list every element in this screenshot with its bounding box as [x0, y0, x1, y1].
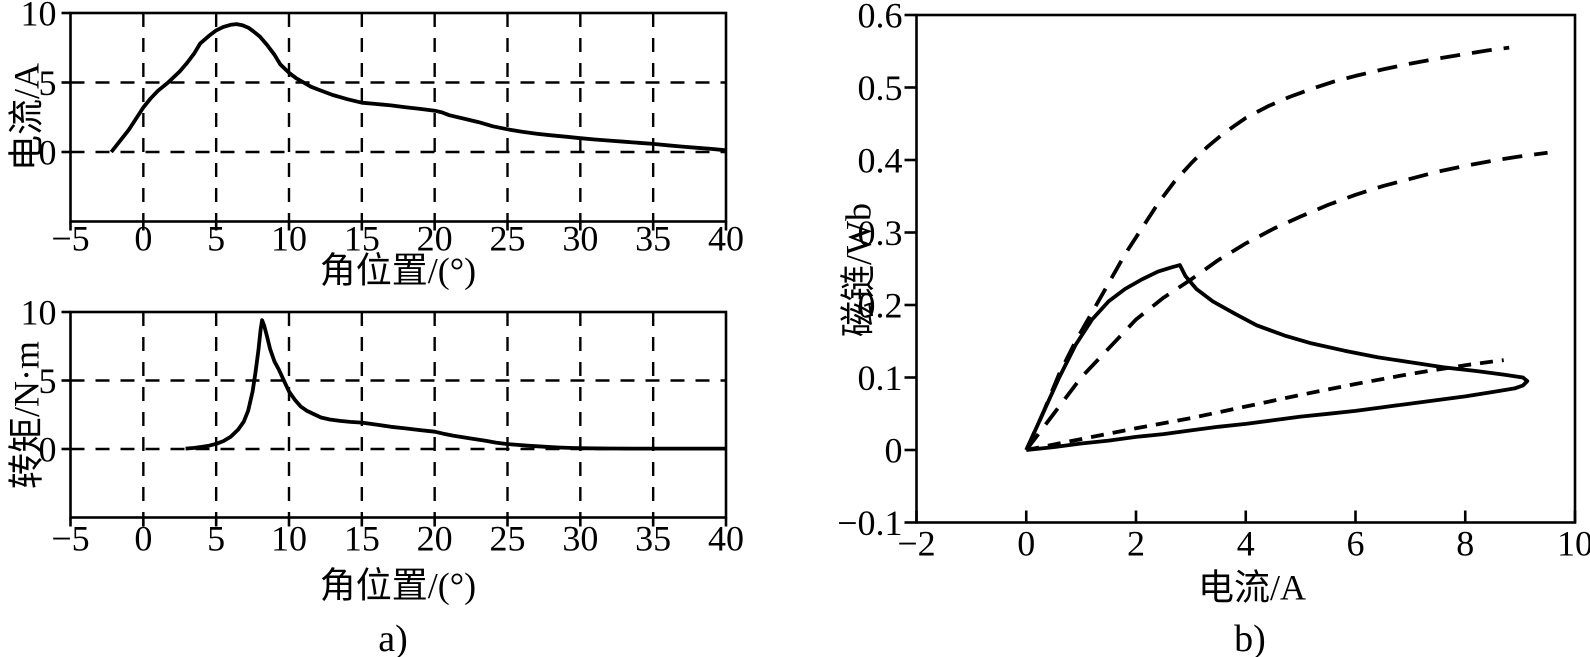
a_top-plot-box	[69, 11, 728, 223]
a_top-x-tick-label: 0	[134, 219, 152, 259]
b-series-aligned-magnetization-curve	[1024, 45, 1510, 451]
b-x-tick-label: 0	[1017, 524, 1035, 564]
a_top-x-tick-label: 30	[562, 219, 598, 259]
b-y-axis-label: 磁链/Wb	[839, 203, 879, 337]
a_top-x-tick-label: 15	[344, 219, 380, 259]
b-x-axis-label: 电流/A	[1198, 568, 1306, 608]
a_bottom-x-tick-label: 30	[562, 519, 598, 559]
b-x-tick-label: 8	[1456, 524, 1474, 564]
a_bottom-x-tick-label: 10	[271, 519, 307, 559]
b-series-flux-linkage-loop	[1024, 263, 1530, 452]
a_top-x-tick-label: 40	[708, 219, 744, 259]
a_top-y-axis-label: 电流/A	[7, 63, 47, 171]
b-y-tick-label: 0.1	[858, 358, 903, 398]
b-y-tick-label: 0.5	[858, 68, 903, 108]
a_top-x-tick-label: 20	[417, 219, 453, 259]
a_top-x-tick-label: 35	[635, 219, 671, 259]
a_top-y-tick-label: 5	[39, 63, 57, 103]
b-x-tick-label: 10	[1557, 524, 1590, 564]
caption-b: b)	[1234, 618, 1266, 657]
a_bottom-x-tick-label: 15	[344, 519, 380, 559]
a_bottom-y-axis-label: 转矩/N·m	[7, 341, 47, 489]
b-series-intermediate-magnetization-curve	[1024, 150, 1548, 452]
b-x-tick-label: 2	[1127, 524, 1145, 564]
a_top-y-tick-label: 0	[39, 133, 57, 173]
a_top-x-tick-label: −5	[51, 219, 89, 259]
a_bottom-x-tick-label: 35	[635, 519, 671, 559]
caption-a: a)	[378, 618, 408, 657]
a_bottom-x-tick-label: −5	[51, 519, 89, 559]
a_bottom-x-tick-label: 5	[207, 519, 225, 559]
b-plot-box	[915, 13, 1577, 524]
b-y-tick-label: −0.1	[837, 503, 902, 543]
a_bottom-x-tick-label: 40	[708, 519, 744, 559]
a_top-x-axis-label: 角位置/(°)	[320, 251, 476, 291]
b-y-tick-label: 0.6	[858, 0, 903, 36]
a_top-x-tick-label: 10	[271, 219, 307, 259]
a_top-x-tick-label: 25	[490, 219, 526, 259]
a_bottom-plot-box	[69, 310, 728, 519]
b-y-tick-label: 0	[885, 431, 903, 471]
b-y-tick-label: 0.2	[858, 286, 903, 326]
a_bottom-series-torque	[185, 318, 726, 451]
b-y-tick-label: 0.4	[858, 141, 903, 181]
a_bottom-y-tick-label: 10	[21, 293, 57, 333]
a_top-x-tick-label: 5	[207, 219, 225, 259]
a_top-y-tick-label: 10	[21, 0, 57, 34]
a_bottom-x-tick-label: 20	[417, 519, 453, 559]
b-x-tick-label: −2	[897, 524, 935, 564]
a_bottom-x-tick-label: 25	[490, 519, 526, 559]
a_top-series-phase-current	[109, 22, 727, 154]
b-x-tick-label: 4	[1237, 524, 1255, 564]
b-x-tick-label: 6	[1347, 524, 1365, 564]
b-series-unaligned-magnetization-curve	[1025, 358, 1504, 452]
a_bottom-x-axis-label: 角位置/(°)	[320, 566, 476, 606]
a_bottom-x-tick-label: 0	[134, 519, 152, 559]
a_bottom-y-tick-label: 0	[39, 430, 57, 470]
a_bottom-y-tick-label: 5	[39, 361, 57, 401]
b-y-tick-label: 0.3	[858, 213, 903, 253]
